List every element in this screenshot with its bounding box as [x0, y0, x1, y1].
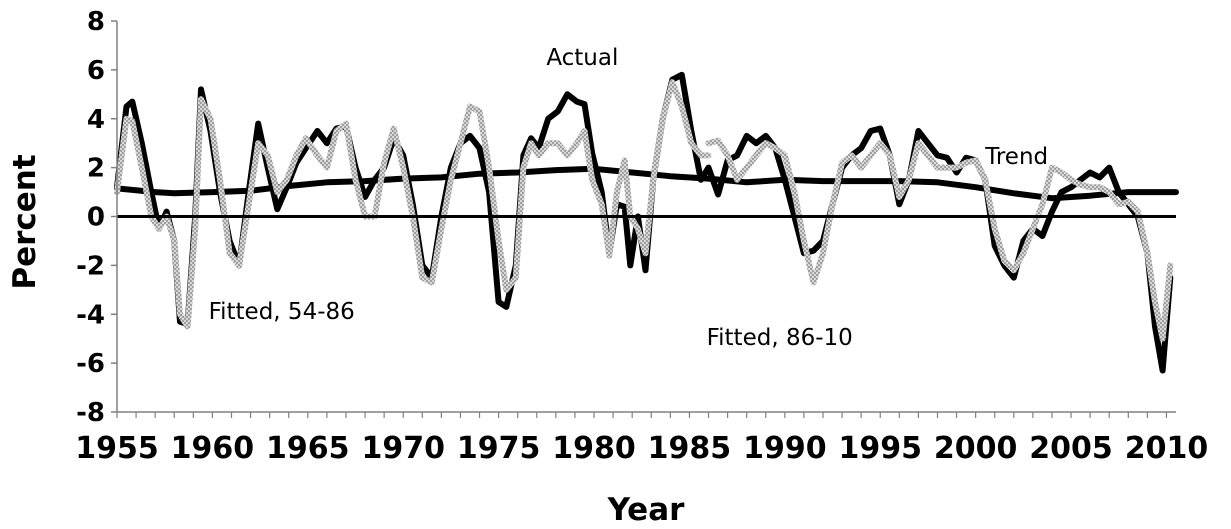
- x-tick-label: 2010: [1125, 431, 1209, 466]
- y-tick-label: -8: [76, 398, 105, 428]
- y-tick-label: 0: [87, 203, 105, 233]
- x-tick-label: 1995: [838, 431, 922, 466]
- annotation-fitted-54-86: Fitted, 54-86: [209, 299, 355, 325]
- series-layer: [114, 71, 1179, 374]
- x-tick-label: 1975: [457, 431, 541, 466]
- annotation-fitted-86-10: Fitted, 86-10: [707, 325, 853, 351]
- x-tick-label: 2005: [1029, 431, 1113, 466]
- x-tick-label: 1965: [266, 431, 350, 466]
- y-tick-label: -2: [76, 251, 105, 281]
- x-tick-label: 1970: [361, 431, 445, 466]
- x-tick-label: 1980: [552, 431, 636, 466]
- y-tick-label: 2: [87, 154, 105, 184]
- y-tick-label: -4: [76, 300, 105, 330]
- x-tick-label: 1955: [75, 431, 159, 466]
- y-tick-label: 6: [87, 56, 105, 86]
- y-axis-title: Percent: [7, 154, 43, 290]
- annotation-actual: Actual: [546, 45, 618, 71]
- series-line-actual: [114, 71, 1174, 374]
- y-tick-label: 8: [87, 7, 105, 37]
- series-line-fitted-54-86: [114, 79, 712, 330]
- x-tick-label: 2000: [934, 431, 1018, 466]
- y-tick-label: 4: [87, 105, 105, 135]
- y-tick-label: -6: [76, 349, 105, 379]
- x-tick-label: 1960: [171, 431, 255, 466]
- x-tick-label: 1985: [648, 431, 732, 466]
- series-line-fitted-86-10: [705, 137, 1174, 342]
- x-axis-title: Year: [607, 492, 686, 528]
- annotation-trend: Trend: [984, 144, 1048, 170]
- labels-layer: Actual Trend Fitted, 54-86 Fitted, 86-10: [209, 45, 1049, 351]
- x-tick-label: 1990: [743, 431, 827, 466]
